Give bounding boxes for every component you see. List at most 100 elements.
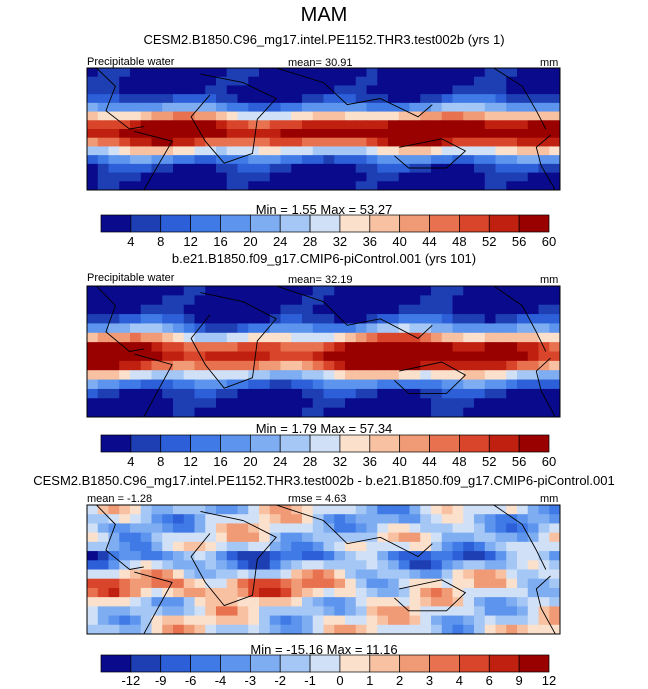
panel2-field bbox=[87, 286, 560, 417]
field-cell bbox=[312, 129, 325, 139]
colorbar-swatch bbox=[429, 654, 460, 673]
field-cell bbox=[162, 505, 174, 515]
field-cell bbox=[205, 323, 217, 334]
colorbar-swatch bbox=[518, 654, 550, 673]
field-cell bbox=[97, 370, 110, 381]
field-cell bbox=[323, 615, 335, 626]
field-cell bbox=[205, 370, 217, 381]
field-cell bbox=[355, 407, 368, 417]
field-cell bbox=[162, 360, 174, 371]
field-cell bbox=[173, 532, 185, 543]
field-cell bbox=[388, 295, 400, 306]
field-cell bbox=[280, 560, 292, 571]
field-cell bbox=[345, 314, 357, 325]
field-cell bbox=[312, 551, 325, 561]
field-cell bbox=[345, 351, 357, 362]
field-cell bbox=[495, 532, 507, 543]
field-cell bbox=[302, 286, 314, 296]
field-cell bbox=[431, 606, 443, 617]
field-cell bbox=[108, 514, 120, 525]
field-cell bbox=[420, 68, 432, 78]
field-cell bbox=[463, 68, 475, 78]
field-cell bbox=[420, 514, 432, 525]
field-cell bbox=[495, 181, 507, 190]
field-cell bbox=[97, 560, 110, 571]
field-cell bbox=[527, 379, 540, 390]
field-cell bbox=[517, 606, 529, 617]
field-cell bbox=[334, 523, 346, 534]
field-cell bbox=[259, 351, 271, 362]
field-cell bbox=[506, 111, 518, 121]
field-cell bbox=[173, 569, 185, 580]
field-cell bbox=[398, 120, 411, 130]
field-cell bbox=[506, 314, 518, 325]
field-cell bbox=[108, 578, 120, 589]
field-cell bbox=[323, 304, 335, 315]
field-cell bbox=[162, 569, 174, 580]
field-cell bbox=[538, 163, 550, 174]
field-cell bbox=[280, 379, 292, 390]
field-cell bbox=[237, 606, 249, 617]
field-cell bbox=[495, 514, 507, 525]
colorbar-swatch bbox=[488, 434, 520, 453]
field-cell bbox=[334, 532, 346, 543]
field-cell bbox=[377, 111, 389, 121]
field-cell bbox=[431, 314, 443, 325]
field-cell bbox=[205, 351, 217, 362]
field-cell bbox=[237, 94, 249, 104]
field-cell bbox=[463, 523, 475, 534]
field-cell bbox=[441, 523, 454, 534]
field-cell bbox=[162, 286, 174, 296]
field-cell bbox=[140, 541, 153, 552]
field-cell bbox=[151, 398, 163, 409]
panel1-mean-label: mean= 30.91 bbox=[288, 57, 353, 69]
field-cell bbox=[216, 360, 228, 371]
field-cell bbox=[506, 286, 518, 296]
field-cell bbox=[538, 304, 550, 315]
field-cell bbox=[162, 137, 174, 148]
field-cell bbox=[226, 407, 239, 417]
field-cell bbox=[549, 111, 560, 121]
field-cell bbox=[495, 624, 507, 634]
field-cell bbox=[162, 295, 174, 306]
field-cell bbox=[130, 370, 142, 381]
field-cell bbox=[108, 111, 120, 121]
field-cell bbox=[549, 76, 560, 87]
field-cell bbox=[398, 286, 411, 296]
field-cell bbox=[431, 94, 443, 104]
field-cell bbox=[355, 587, 368, 598]
field-cell bbox=[463, 532, 475, 543]
field-cell bbox=[345, 286, 357, 296]
field-cell bbox=[409, 304, 421, 315]
field-cell bbox=[291, 505, 303, 515]
field-cell bbox=[312, 351, 325, 362]
field-cell bbox=[323, 172, 335, 182]
field-cell bbox=[431, 615, 443, 626]
field-cell bbox=[409, 606, 421, 617]
field-cell bbox=[377, 323, 389, 334]
field-cell bbox=[495, 560, 507, 571]
field-cell bbox=[484, 286, 497, 296]
field-cell bbox=[506, 146, 518, 156]
field-cell bbox=[538, 523, 550, 534]
field-cell bbox=[183, 94, 196, 104]
field-cell bbox=[248, 85, 260, 95]
field-cell bbox=[549, 85, 560, 95]
field-cell bbox=[130, 578, 142, 589]
field-cell bbox=[312, 94, 325, 104]
field-cell bbox=[441, 76, 454, 87]
colorbar-swatch bbox=[130, 434, 162, 453]
field-cell bbox=[527, 523, 540, 534]
field-cell bbox=[398, 569, 411, 580]
field-cell bbox=[334, 295, 346, 306]
field-cell bbox=[474, 597, 486, 607]
field-cell bbox=[140, 615, 153, 626]
field-cell bbox=[527, 388, 540, 399]
field-cell bbox=[474, 578, 486, 589]
field-cell bbox=[130, 76, 142, 87]
field-cell bbox=[495, 304, 507, 315]
field-cell bbox=[355, 523, 368, 534]
field-cell bbox=[205, 606, 217, 617]
field-cell bbox=[549, 342, 560, 353]
field-cell bbox=[248, 102, 260, 113]
